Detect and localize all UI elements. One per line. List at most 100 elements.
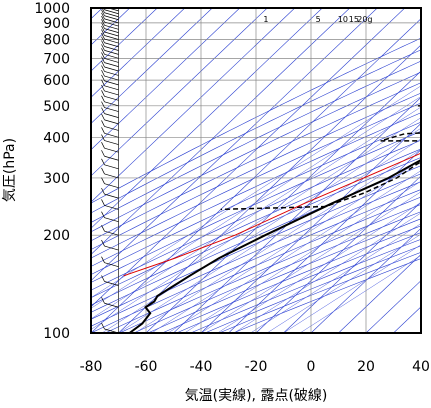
- moist-adiabat-line: [266, 233, 421, 333]
- wind-barb: [101, 56, 119, 67]
- moist-adiabat-line: [184, 180, 421, 333]
- dry-adiabat-line: [91, 181, 421, 327]
- wind-barb: [101, 25, 119, 37]
- isotherm-line: [283, 201, 421, 333]
- wind-barb: [101, 79, 119, 91]
- moist-adiabat-line: [118, 138, 421, 333]
- wind-barb: [101, 60, 119, 72]
- wind-barb: [101, 84, 119, 96]
- wind-barb: [101, 134, 119, 145]
- wind-barb: [101, 19, 119, 30]
- x-tick-label: 20: [357, 359, 375, 375]
- y-tick-label: 200: [43, 228, 70, 244]
- x-tick-label: 0: [307, 359, 316, 375]
- temperature-line: [128, 158, 421, 333]
- isotherm-line: [91, 8, 378, 282]
- wind-barb: [101, 101, 119, 112]
- moist-adiabat-line: [200, 191, 421, 333]
- dry-adiabat-line: [91, 148, 421, 299]
- x-tick-labels: -80 -60 -40 -20 0 20 40: [80, 359, 430, 375]
- plot-frame: [90, 7, 422, 334]
- x-axis-label: 気温(実線), 露点(破線): [185, 388, 328, 404]
- moist-adiabat-line: [91, 96, 421, 309]
- dry-adiabat-line: [91, 92, 421, 250]
- wind-barb: [101, 36, 119, 48]
- wind-barb: [101, 225, 119, 236]
- wind-barb: [101, 239, 119, 251]
- moist-adiabat-line: [91, 85, 421, 298]
- mixing-ratio-label: 15: [349, 15, 359, 24]
- dry-adiabat-line: [91, 71, 421, 233]
- y-tick-label: 900: [43, 16, 70, 32]
- isotherm-line: [91, 8, 268, 177]
- wind-barb: [101, 107, 119, 118]
- moist-adiabat-line: [299, 255, 421, 333]
- y-tick-label: 600: [43, 73, 70, 89]
- dry-adiabat-line: [91, 49, 421, 214]
- isotherm-line: [255, 175, 421, 333]
- isotherm-line: [310, 227, 421, 333]
- dry-adiabat-line: [91, 37, 421, 204]
- wind-barb: [101, 9, 119, 21]
- wind-barb: [101, 40, 119, 51]
- wind-barb: [101, 177, 119, 189]
- wind-barb: [101, 69, 119, 81]
- wind-barb: [101, 120, 119, 131]
- y-axis-label: 気圧(hPa): [2, 138, 18, 202]
- y-tick-label: 100: [43, 326, 70, 342]
- wind-barb: [101, 8, 119, 18]
- mixing-ratio-label: 1: [263, 15, 268, 24]
- isotherm-line: [200, 123, 421, 333]
- wind-barb: [101, 127, 119, 138]
- dry-adiabat-line: [91, 121, 421, 275]
- wind-barb: [101, 187, 119, 199]
- isotherm-line: [91, 8, 185, 98]
- moist-adiabat-line: [91, 106, 421, 320]
- wind-barb: [101, 52, 119, 63]
- series-layer: [123, 103, 421, 333]
- wind-barb: [101, 90, 119, 101]
- y-tick-label: 500: [43, 99, 70, 115]
- wind-barbs: [101, 8, 119, 333]
- isotherm-line: [91, 8, 158, 72]
- moist-adiabat-line: [151, 159, 421, 333]
- wind-barb: [101, 167, 119, 179]
- moist-adiabat-line: [283, 244, 421, 333]
- wind-barb: [101, 65, 119, 76]
- dry-adiabat-line: [91, 139, 421, 291]
- moist-adiabat-line: [233, 212, 421, 333]
- isotherm-line: [91, 8, 295, 203]
- wind-barb: [101, 275, 119, 286]
- isotherm-line: [91, 8, 213, 124]
- dry-adiabat-line: [91, 82, 421, 242]
- dry-adiabat-line: [91, 130, 421, 283]
- y-tick-label: 800: [43, 32, 70, 48]
- dry-adiabat-line: [176, 232, 421, 333]
- wind-barb: [101, 44, 119, 55]
- wind-barb: [101, 15, 119, 27]
- mixing-ratio-label: 10: [338, 15, 348, 24]
- wind-barb: [117, 8, 119, 9]
- wind-barb: [101, 32, 119, 44]
- mixing-ratio-label: 5: [316, 15, 321, 24]
- wind-barb: [101, 297, 119, 308]
- moist-adiabat-line: [167, 170, 421, 333]
- mixing-ratio-label: 20g: [357, 15, 372, 24]
- background-lines: [91, 8, 421, 333]
- dry-adiabat-line: [204, 245, 421, 333]
- moist-adiabat-line: [91, 117, 421, 330]
- wind-barb: [101, 22, 119, 33]
- dry-adiabat-line: [91, 112, 421, 267]
- moist-adiabat-line: [250, 223, 421, 333]
- wind-barb: [101, 158, 119, 170]
- wind-barb: [101, 211, 119, 223]
- y-tick-label: 400: [43, 130, 70, 146]
- wind-barb: [101, 74, 119, 86]
- wind-barb: [101, 113, 119, 125]
- wind-barb: [101, 95, 119, 107]
- wind-barb: [101, 150, 119, 161]
- wind-barb: [101, 48, 119, 59]
- dry-adiabat-line: [91, 157, 421, 306]
